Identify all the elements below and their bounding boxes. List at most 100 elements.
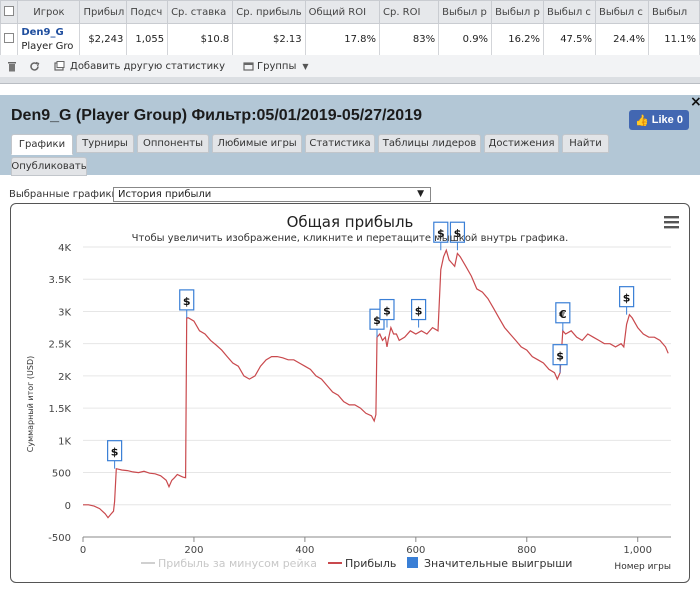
legend-swatch	[407, 557, 418, 568]
page-title: Den9_G (Player Group) Фильтр:05/01/2019-…	[11, 107, 422, 124]
y-tick-label: -500	[48, 533, 71, 544]
x-tick-label: 0	[80, 545, 86, 556]
flag-symbol: $	[437, 227, 445, 240]
player-group: Player Gro	[21, 40, 74, 52]
chart-container[interactable]: -500 0 500 1K 1.5K 2K 2.5K 3K 3.5K 4K 0 200 400 600 80…	[10, 203, 690, 583]
add-stat-button[interactable]: Добавить другую статистику	[54, 60, 226, 72]
legend-item[interactable]: Прибыль	[328, 557, 396, 570]
profit-series-line[interactable]	[83, 248, 669, 519]
chart-title: Общая прибыль	[287, 213, 414, 231]
flag-box	[555, 302, 571, 324]
profit-chart[interactable]: -500 0 500 1K 1.5K 2K 2.5K 3K 3.5K 4K 0 200 400 600 80…	[11, 204, 689, 582]
legend-label: Прибыль	[345, 557, 396, 570]
x-tick-label: 200	[184, 545, 203, 556]
tab-opponents[interactable]: Оппоненты	[137, 134, 209, 153]
chart-select-label: Выбранные графики:	[9, 189, 122, 200]
legend-item[interactable]: Значительные выигрыши	[407, 557, 572, 570]
table-header-row: Игрок Прибыл Подсч Ср. ставка Ср. прибыл…	[0, 0, 700, 24]
groups-label: Группы	[257, 60, 297, 72]
table-cell: 11.1%	[647, 23, 700, 56]
column-header[interactable]: Выбыл	[647, 0, 700, 24]
tab-achievements[interactable]: Достижения	[484, 134, 559, 153]
chart-select-value: История прибыли	[118, 189, 212, 200]
flag-symbol: $	[623, 292, 631, 305]
chevron-down-icon: ▼	[417, 189, 424, 199]
facebook-like-button[interactable]: 👍 Like 0	[629, 110, 689, 130]
tab-leaderboards[interactable]: Таблицы лидеров	[378, 134, 481, 153]
big-win-flag[interactable]: $	[433, 221, 449, 251]
table-cell: $2,243	[79, 23, 128, 56]
chevron-down-icon: ▼	[302, 61, 309, 71]
column-header[interactable]: Выбыл с	[543, 0, 596, 24]
select-all-cell[interactable]	[0, 0, 19, 24]
table-cell: $2.13	[232, 23, 306, 56]
player-name-link[interactable]: Den9_G	[21, 26, 64, 38]
thumbs-up-icon: 👍	[635, 114, 649, 127]
stats-table: Игрок Прибыл Подсч Ср. ставка Ср. прибыл…	[0, 0, 700, 56]
x-axis-label: Номер игры	[614, 562, 671, 572]
y-tick-label: 2K	[58, 372, 71, 383]
flag-box	[411, 298, 427, 321]
column-header[interactable]: Ср. прибыль	[232, 0, 306, 24]
legend-item[interactable]: Прибыль за минусом рейка	[141, 557, 317, 570]
big-win-flag[interactable]: $	[619, 286, 635, 315]
trash-icon[interactable]	[7, 61, 17, 72]
flag-box	[433, 221, 449, 243]
big-win-flag[interactable]: $	[411, 298, 427, 328]
column-header[interactable]: Ср. ROI	[378, 0, 440, 24]
tab-find[interactable]: Найти	[562, 134, 609, 153]
flag-symbol: $	[383, 305, 391, 318]
tab-charts[interactable]: Графики	[11, 134, 73, 155]
table-row[interactable]: Den9_G Player Gro $2,243 1,055 $10.8 $2.…	[0, 23, 700, 56]
column-header[interactable]: Подсч	[126, 0, 169, 24]
column-header[interactable]: Выбыл р	[491, 0, 545, 24]
close-icon[interactable]: ×	[690, 94, 700, 110]
flag-symbol: $	[111, 446, 119, 459]
big-win-flag[interactable]: $	[552, 344, 568, 373]
chart-select[interactable]: История прибыли ▼	[113, 187, 431, 202]
y-axis-label: Суммарный итог (USD)	[26, 356, 35, 453]
table-cell: 24.4%	[594, 23, 649, 56]
column-header[interactable]: Общий ROI	[304, 0, 380, 24]
row-select-cell[interactable]	[0, 23, 19, 56]
tab-favorite-games[interactable]: Любимые игры	[212, 134, 302, 153]
groups-icon	[243, 61, 254, 71]
column-header[interactable]: Ср. ставка	[167, 0, 234, 24]
big-win-flag[interactable]: $	[379, 298, 395, 328]
legend-label: Прибыль за минусом рейка	[158, 557, 317, 570]
flag-box	[552, 344, 568, 366]
tab-publish[interactable]: Опубликовать	[11, 157, 87, 176]
flag-symbol: $	[556, 350, 564, 363]
flag-symbol: $	[415, 305, 423, 318]
big-win-flag[interactable]: $	[449, 221, 466, 251]
column-header[interactable]: Выбыл с	[594, 0, 649, 24]
groups-button[interactable]: Группы ▼	[243, 61, 309, 72]
column-header[interactable]: Игрок	[17, 0, 81, 24]
big-win-flag[interactable]: €	[555, 302, 571, 331]
row-checkbox[interactable]	[4, 33, 15, 43]
tab-tournaments[interactable]: Турниры	[76, 134, 134, 153]
big-win-flag[interactable]: $	[179, 289, 195, 318]
column-header[interactable]: Выбыл р	[438, 0, 493, 24]
y-tick-label: 500	[52, 469, 71, 480]
x-tick-label: 400	[295, 545, 314, 556]
table-cell: $10.8	[167, 23, 234, 56]
flag-symbol: $	[454, 227, 462, 240]
flag-box	[449, 221, 466, 243]
y-tick-label: 0	[65, 501, 71, 512]
tab-statistics[interactable]: Статистика	[305, 134, 375, 153]
y-tick-label: 3.5K	[49, 275, 72, 286]
select-all-checkbox[interactable]	[4, 5, 14, 16]
flag-symbol: $	[183, 295, 191, 308]
add-stat-label: Добавить другую статистику	[70, 60, 226, 72]
flag-box	[379, 298, 395, 321]
table-cell: 1,055	[126, 23, 169, 56]
table-cell: 83%	[378, 23, 440, 56]
big-win-flag[interactable]: $	[107, 440, 123, 469]
y-tick-label: 3K	[58, 307, 71, 318]
column-header[interactable]: Прибыл	[79, 0, 128, 24]
chart-subtitle: Чтобы увеличить изображение, кликните и …	[132, 233, 569, 244]
refresh-icon[interactable]	[29, 61, 40, 72]
chart-menu-icon[interactable]	[664, 216, 679, 229]
flag-box	[619, 286, 635, 308]
